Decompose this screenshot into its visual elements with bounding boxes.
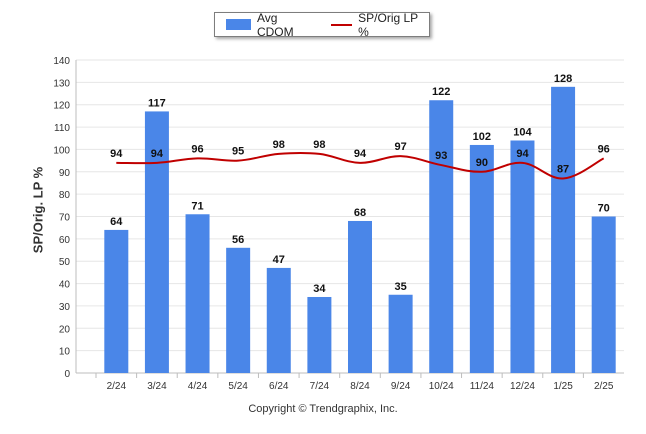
line-value-label: 94 — [151, 148, 164, 160]
y-tick-label: 30 — [59, 302, 71, 313]
y-tick-label: 40 — [59, 280, 71, 291]
bar — [226, 247, 251, 373]
bar-value-label: 56 — [232, 234, 244, 246]
y-tick-label: 50 — [59, 257, 71, 268]
x-tick-label: 9/24 — [391, 381, 411, 392]
legend[interactable]: Avg CDOM SP/Orig LP % — [214, 10, 430, 39]
bar-series — [104, 86, 616, 374]
bar — [348, 220, 372, 373]
y-tick-label: 80 — [59, 190, 71, 201]
bar — [388, 294, 413, 373]
y-tick-label: 110 — [54, 123, 70, 134]
x-tick-label: 1/25 — [553, 381, 573, 392]
x-tick-label: 12/24 — [510, 381, 535, 392]
legend-bar-label: Avg CDOM — [256, 10, 294, 39]
bar — [185, 214, 210, 373]
line-series — [116, 151, 605, 180]
line-value-label: 87 — [557, 163, 569, 175]
line-value-label: 94 — [354, 148, 367, 160]
bar-value-label: 70 — [598, 203, 610, 215]
bar-value-label: 71 — [191, 200, 203, 212]
bar — [104, 229, 129, 373]
copyright-text: Copyright © Trendgraphix, Inc. — [248, 403, 398, 415]
data-labels: 64 117 71 56 47 34 68 35 122 102 104 128 70 94 94 96 95 9… — [110, 73, 610, 295]
bar-value-label: 128 — [554, 73, 572, 85]
y-tick-label: 140 — [53, 56, 70, 67]
bar-value-label: 68 — [354, 207, 366, 219]
legend-bar-swatch — [226, 19, 251, 30]
y-tick-label: 60 — [59, 235, 71, 246]
x-tick-label: 6/24 — [269, 381, 289, 392]
bar-value-label: 64 — [110, 216, 123, 228]
sp-orig-line — [116, 151, 605, 180]
bar — [266, 267, 291, 373]
y-tick-label: 130 — [53, 78, 70, 89]
bar — [551, 86, 576, 373]
bar — [469, 144, 494, 373]
line-value-label: 95 — [232, 146, 244, 158]
bar-value-label: 47 — [273, 254, 285, 266]
y-axis-title: SP/Orig. LP % — [30, 166, 46, 254]
bar — [510, 140, 535, 373]
bar — [429, 100, 454, 373]
legend-line-swatch — [331, 23, 353, 26]
x-tick-label: 2/25 — [594, 381, 614, 392]
x-tick-label: 7/24 — [310, 381, 330, 392]
line-value-label: 96 — [598, 143, 610, 155]
y-tick-label: 100 — [53, 145, 70, 156]
bar-value-label: 35 — [394, 281, 406, 293]
bar-value-label: 122 — [432, 86, 450, 98]
bar-value-label: 104 — [513, 126, 532, 138]
line-value-label: 90 — [476, 157, 488, 169]
line-value-label: 98 — [313, 139, 325, 151]
axes: 0 10 20 30 40 50 60 70 80 90 100 110 120 130 140 2/24 3/… — [53, 56, 624, 392]
line-value-label: 94 — [110, 148, 123, 160]
x-tick-label: 11/24 — [470, 381, 495, 392]
y-tick-label: 20 — [59, 324, 71, 335]
line-value-label: 93 — [435, 150, 447, 162]
bar — [591, 216, 616, 373]
bar — [307, 296, 332, 373]
x-tick-label: 10/24 — [429, 381, 454, 392]
line-value-label: 98 — [273, 139, 285, 151]
line-value-label: 97 — [394, 141, 406, 153]
x-tick-label: 2/24 — [107, 381, 127, 392]
bar-value-label: 34 — [313, 283, 326, 295]
bar-value-label: 117 — [148, 97, 166, 109]
line-value-label: 94 — [516, 148, 529, 160]
legend-line-label: SP/Orig LP % — [358, 10, 418, 39]
x-tick-label: 4/24 — [188, 381, 208, 392]
y-tick-label: 0 — [64, 369, 70, 380]
y-tick-label: 70 — [59, 213, 71, 224]
y-tick-label: 120 — [53, 101, 70, 112]
y-tick-label: 90 — [59, 168, 71, 179]
y-tick-label: 10 — [59, 347, 71, 358]
x-tick-label: 3/24 — [147, 381, 167, 392]
bar — [144, 111, 169, 374]
x-tick-label: 5/24 — [228, 381, 248, 392]
line-value-label: 96 — [191, 143, 203, 155]
bar-value-label: 102 — [473, 131, 491, 143]
x-tick-label: 8/24 — [350, 381, 370, 392]
